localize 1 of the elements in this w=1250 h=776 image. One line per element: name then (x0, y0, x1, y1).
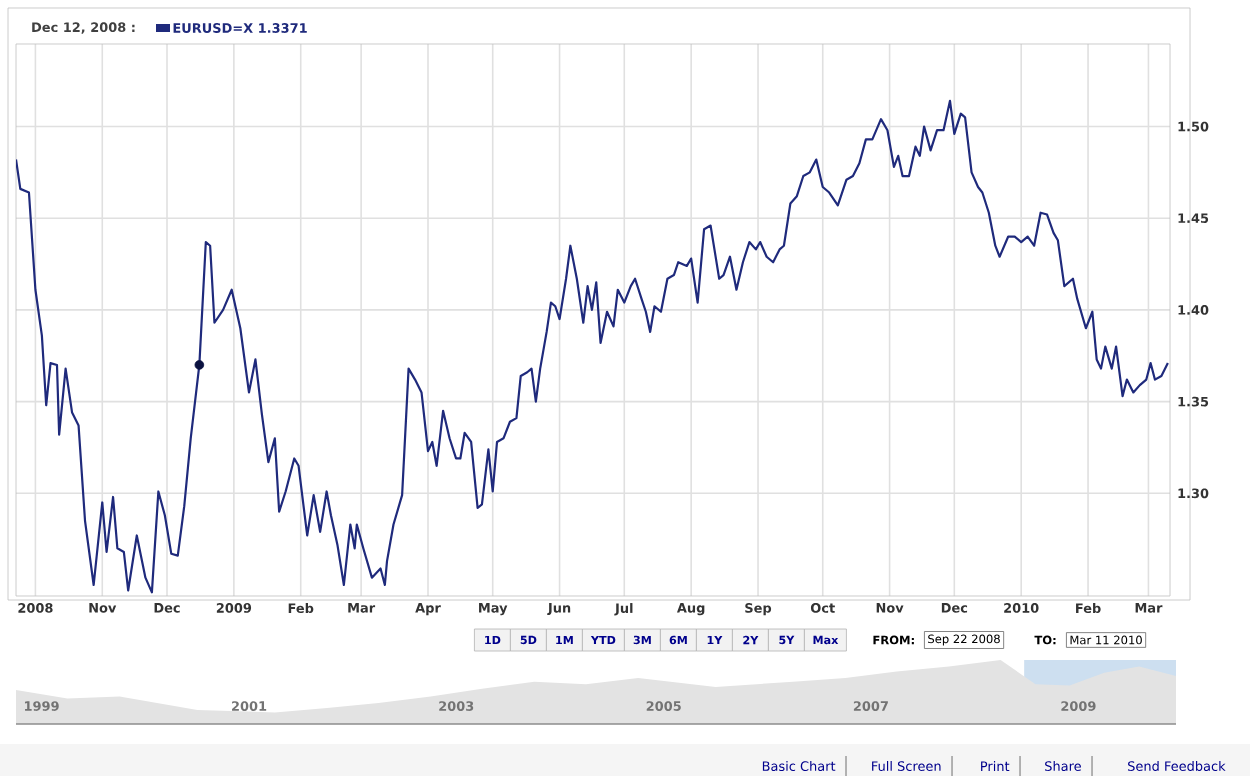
line-series (16, 99, 1169, 594)
